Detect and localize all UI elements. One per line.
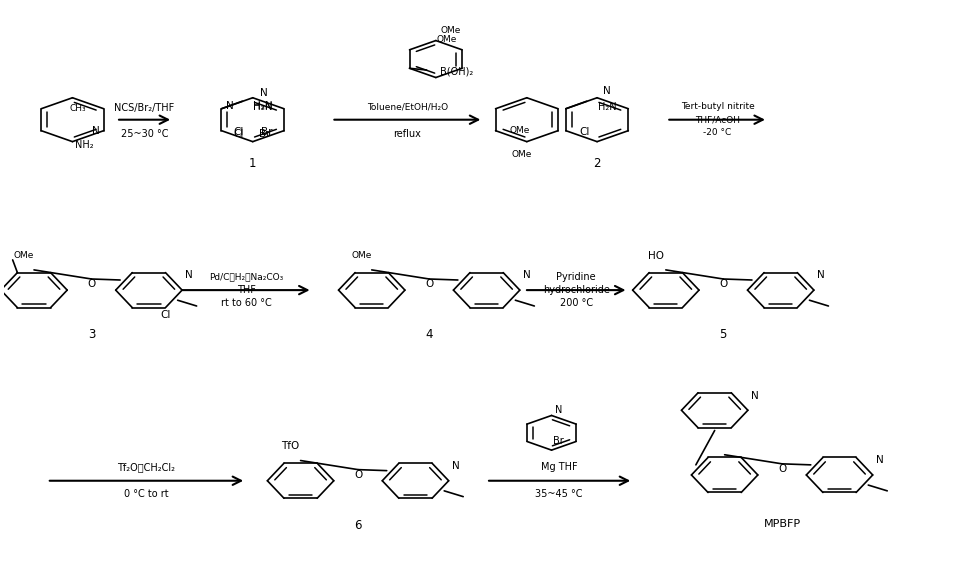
- Text: hydrochloride: hydrochloride: [543, 285, 610, 295]
- Text: N: N: [523, 270, 530, 280]
- Text: Cl: Cl: [234, 128, 244, 138]
- Text: Tert-butyl nitrite: Tert-butyl nitrite: [680, 103, 754, 111]
- Text: OMe: OMe: [509, 126, 529, 135]
- Text: 5: 5: [720, 328, 727, 341]
- Text: O: O: [778, 464, 787, 474]
- Text: Br: Br: [553, 437, 565, 447]
- Text: -20 °C: -20 °C: [703, 128, 732, 137]
- Text: N: N: [555, 405, 563, 415]
- Text: Toluene/EtOH/H₂O: Toluene/EtOH/H₂O: [367, 103, 448, 111]
- Text: 6: 6: [354, 519, 362, 532]
- Text: 35~45 °C: 35~45 °C: [535, 489, 583, 499]
- Text: Br: Br: [259, 128, 271, 138]
- Text: 25~30 °C: 25~30 °C: [121, 129, 168, 139]
- Text: 0 °C to rt: 0 °C to rt: [124, 489, 168, 499]
- Text: B(OH)₂: B(OH)₂: [440, 66, 473, 76]
- Text: N: N: [452, 461, 459, 471]
- Text: Pd/C、H₂、Na₂CO₃: Pd/C、H₂、Na₂CO₃: [209, 272, 283, 281]
- Text: THF/AcOH: THF/AcOH: [695, 115, 740, 124]
- Text: O: O: [425, 279, 434, 289]
- Text: N: N: [185, 270, 193, 280]
- Text: O: O: [354, 469, 362, 480]
- Text: H₂N: H₂N: [254, 101, 273, 111]
- Text: 200 °C: 200 °C: [560, 298, 592, 308]
- Text: Mg THF: Mg THF: [541, 462, 577, 472]
- Text: Br: Br: [261, 127, 273, 137]
- Text: 1: 1: [249, 157, 256, 170]
- Text: CH₃: CH₃: [70, 104, 87, 113]
- Text: H₂N: H₂N: [254, 102, 273, 112]
- Text: rt to 60 °C: rt to 60 °C: [221, 298, 272, 308]
- Text: N: N: [603, 86, 611, 96]
- Text: reflux: reflux: [393, 128, 421, 138]
- Text: N: N: [92, 125, 100, 136]
- Text: Tf₂O、CH₂Cl₂: Tf₂O、CH₂Cl₂: [118, 462, 175, 472]
- Text: N: N: [260, 88, 268, 98]
- Text: Cl: Cl: [580, 127, 590, 137]
- Text: H₂N: H₂N: [598, 102, 616, 112]
- Text: HO: HO: [648, 251, 664, 261]
- Text: 2: 2: [593, 157, 601, 170]
- Text: OMe: OMe: [13, 251, 34, 260]
- Text: Cl: Cl: [161, 310, 171, 320]
- Text: OMe: OMe: [351, 251, 372, 260]
- Text: O: O: [719, 279, 727, 289]
- Text: TfO: TfO: [281, 441, 300, 451]
- Text: OMe: OMe: [437, 35, 457, 44]
- Text: Pyridine: Pyridine: [556, 272, 596, 282]
- Text: N: N: [817, 270, 825, 280]
- Text: N: N: [226, 101, 234, 111]
- Text: 4: 4: [426, 328, 433, 341]
- Text: THF: THF: [236, 285, 256, 295]
- Text: O: O: [87, 279, 96, 289]
- Text: N: N: [876, 455, 883, 465]
- Text: 3: 3: [88, 328, 95, 341]
- Text: MPBFP: MPBFP: [764, 519, 801, 529]
- Text: NCS/Br₂/THF: NCS/Br₂/THF: [115, 103, 175, 113]
- Text: Cl: Cl: [234, 127, 244, 137]
- Text: OMe: OMe: [440, 26, 461, 35]
- Text: OMe: OMe: [512, 150, 532, 159]
- Text: NH₂: NH₂: [75, 139, 93, 149]
- Text: N: N: [751, 390, 759, 401]
